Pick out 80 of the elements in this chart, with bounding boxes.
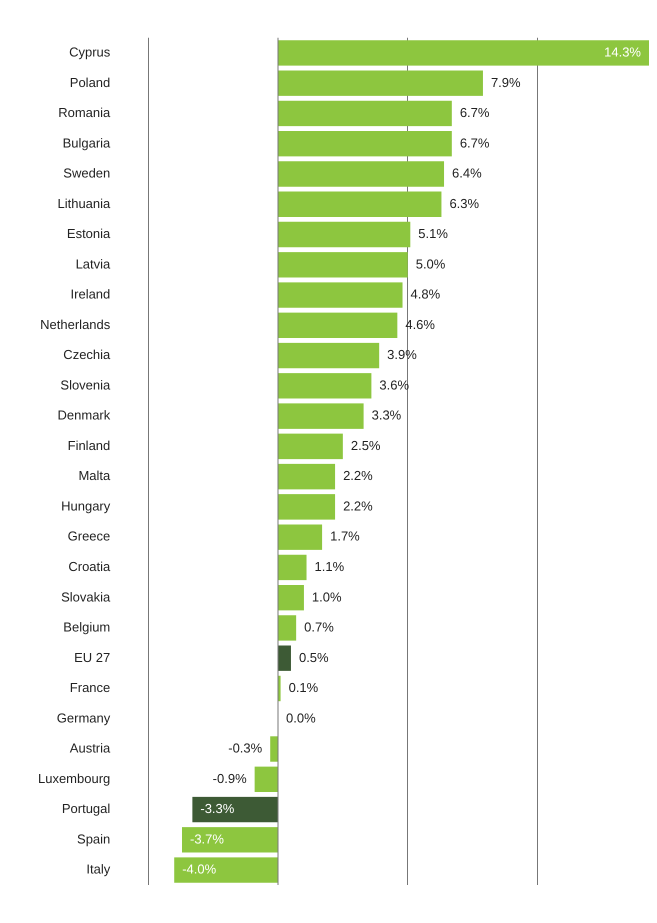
y-tick-label: Spain: [77, 831, 110, 846]
bar: [278, 373, 372, 399]
y-tick-label: Finland: [68, 438, 110, 453]
bar: [278, 676, 281, 702]
y-tick-label: EU 27: [74, 650, 110, 665]
y-tick-label: Latvia: [76, 256, 112, 272]
y-tick-label: Ireland: [70, 286, 110, 302]
y-tick-label: Slovakia: [61, 589, 112, 604]
y-tick-label: Estonia: [66, 226, 112, 242]
bar: [192, 796, 278, 822]
bar: [174, 857, 278, 883]
data-label: 6.4%: [452, 166, 482, 181]
data-label: 2.2%: [343, 468, 374, 484]
data-label: 2.5%: [350, 438, 381, 453]
y-tick-label: Portugal: [62, 801, 110, 816]
y-tick-label: Belgium: [63, 620, 110, 635]
bar: [254, 766, 278, 792]
bar: [278, 554, 307, 580]
y-tick-label: Poland: [70, 74, 110, 90]
data-label: 1.7%: [330, 528, 360, 544]
data-label: -0.9%: [212, 770, 248, 786]
y-tick-label: Netherlands: [40, 316, 111, 332]
data-label: 6.7%: [460, 105, 490, 120]
bar: [278, 434, 343, 460]
data-label: 1.1%: [314, 559, 345, 574]
bar: [278, 524, 322, 550]
bar: [278, 252, 408, 278]
data-label: 3.3%: [372, 408, 402, 423]
data-label: -3.3%: [200, 801, 235, 816]
y-tick-label: Romania: [58, 105, 112, 120]
y-tick-label: Hungary: [61, 498, 111, 514]
bar: [270, 736, 278, 762]
bar: [278, 100, 452, 126]
bar: [182, 827, 278, 853]
data-label: 14.3%: [604, 44, 642, 60]
y-tick-label: Greece: [68, 528, 110, 544]
y-tick-label: Bulgaria: [62, 135, 112, 150]
data-label: -0.3%: [228, 740, 263, 756]
data-label: 0.5%: [298, 650, 330, 665]
data-label: 0.7%: [304, 620, 334, 635]
bar: [278, 222, 410, 248]
bar: [278, 40, 649, 66]
y-tick-label: Malta: [78, 468, 112, 484]
data-label: 0.1%: [288, 680, 319, 696]
bar: [278, 312, 398, 338]
bar: [278, 403, 364, 429]
data-label: -4.0%: [182, 862, 217, 877]
data-label: 6.7%: [460, 135, 490, 150]
data-label: 5.1%: [418, 226, 448, 242]
bar: [278, 494, 336, 520]
y-tick-label: Denmark: [58, 408, 111, 423]
bar: [278, 70, 483, 96]
bar: [278, 161, 444, 187]
y-tick-label: Sweden: [63, 166, 110, 181]
y-tick-label: Slovenia: [60, 377, 112, 392]
data-label: 2.2%: [343, 498, 374, 514]
y-tick-label: Germany: [56, 710, 111, 726]
y-tick-label: Austria: [70, 740, 112, 756]
bar: [278, 615, 296, 641]
y-tick-label: Croatia: [68, 559, 112, 574]
data-label: 1.0%: [312, 589, 342, 604]
bar: [278, 282, 403, 308]
data-label: 0.0%: [286, 710, 316, 726]
bar: [278, 192, 442, 217]
bar: [278, 131, 452, 156]
data-label: -3.7%: [190, 831, 224, 846]
data-label: 4.8%: [410, 286, 441, 302]
y-tick-label: Italy: [86, 862, 111, 877]
y-tick-label: France: [70, 680, 110, 696]
bar: [278, 584, 304, 610]
y-tick-label: Lithuania: [57, 196, 112, 211]
y-tick-label: Cyprus: [69, 44, 111, 60]
bar: [278, 342, 380, 368]
data-label: 6.3%: [449, 196, 480, 211]
bar: [278, 464, 336, 490]
data-label: 5.0%: [416, 256, 446, 272]
y-tick-label: Luxembourg: [38, 770, 110, 786]
data-label: 7.9%: [490, 74, 522, 90]
bar: [278, 646, 291, 671]
y-tick-label: Czechia: [63, 347, 112, 362]
